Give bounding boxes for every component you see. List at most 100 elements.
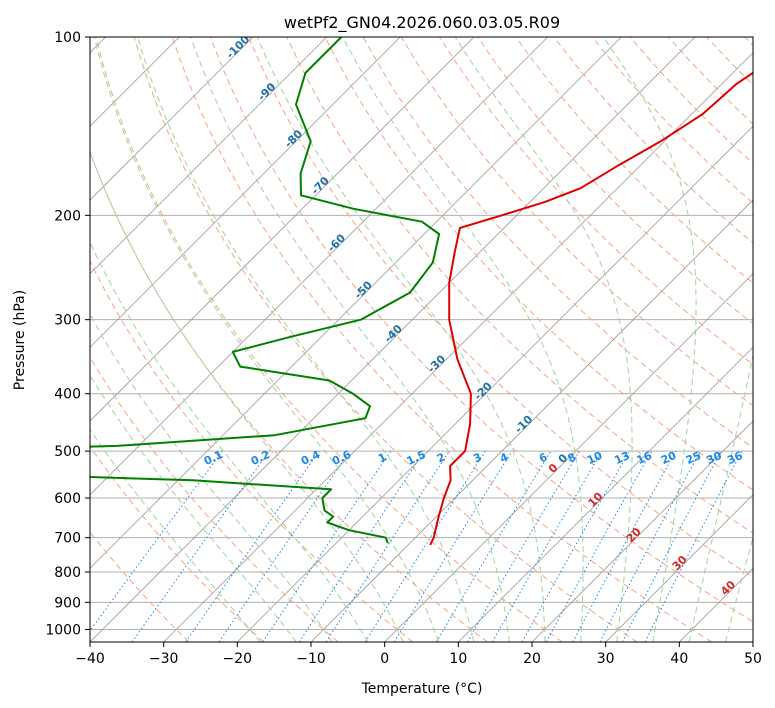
dry-adiabat bbox=[591, 37, 753, 204]
mixing-ratio-label: 25 bbox=[684, 449, 703, 467]
moist-adiabat bbox=[342, 37, 584, 642]
dry-adiabat bbox=[133, 37, 638, 642]
mixing-ratio-line bbox=[298, 450, 425, 642]
x-tick-label: 10 bbox=[449, 651, 467, 667]
dry-adiabat bbox=[95, 37, 563, 642]
x-tick-label: −40 bbox=[75, 651, 105, 667]
mixing-ratio-line bbox=[325, 450, 450, 642]
isotherm bbox=[531, 420, 753, 642]
dry-adiabat bbox=[668, 37, 753, 125]
mixing-ratio-label: 2 bbox=[435, 451, 447, 466]
x-axis-label: Temperature (°C) bbox=[361, 681, 483, 697]
dry-adiabat bbox=[324, 37, 753, 491]
mixing-ratio-line bbox=[364, 450, 486, 642]
moist-adiabat bbox=[90, 241, 369, 642]
mixing-ratio-line bbox=[545, 450, 653, 642]
isotherm bbox=[458, 346, 753, 642]
moist-adiabat bbox=[90, 150, 404, 642]
y-tick-label: 700 bbox=[54, 531, 81, 547]
dewpoint-profile-line bbox=[90, 37, 441, 544]
mixing-ratio-line bbox=[644, 450, 743, 642]
dry-adiabat bbox=[90, 356, 339, 642]
dry-adiabat bbox=[90, 259, 414, 642]
isotherm bbox=[90, 37, 696, 642]
mixing-ratio-line bbox=[262, 450, 392, 642]
dry-adiabat bbox=[515, 37, 753, 284]
moist-adiabat bbox=[688, 352, 753, 642]
moist-adiabat bbox=[93, 37, 439, 642]
dry-adiabat-label: -40 bbox=[382, 322, 405, 345]
mixing-ratio-line bbox=[90, 450, 223, 632]
dry-adiabat bbox=[248, 37, 753, 578]
mixing-ratio-label: 30 bbox=[704, 449, 724, 467]
x-tick-label: 0 bbox=[380, 651, 389, 667]
isotherm bbox=[752, 641, 753, 642]
moist-adiabat bbox=[90, 374, 297, 642]
axes: −40 −30 −20 −10 0 10 20 30 40 50 1000 900 800 700 600 5… bbox=[45, 30, 762, 667]
plot-frame bbox=[89, 36, 754, 643]
dry-adiabat bbox=[90, 150, 488, 642]
isotherm bbox=[90, 37, 475, 422]
mixing-ratio-label: 16 bbox=[635, 449, 655, 467]
isotherm bbox=[163, 52, 753, 642]
moist-adiabat bbox=[256, 37, 546, 642]
moist-adiabat bbox=[190, 37, 510, 642]
dry-adiabat-label: -90 bbox=[255, 80, 278, 103]
y-tick-label: 900 bbox=[54, 595, 81, 611]
moist-adiabat-label: 40 bbox=[718, 578, 738, 598]
mixing-ratio-label: 1 bbox=[376, 451, 388, 466]
mixing-ratio-label: 10 bbox=[585, 449, 605, 467]
dry-adiabat-label: -20 bbox=[472, 379, 495, 402]
x-tick-label: 30 bbox=[597, 651, 615, 667]
mixing-ratio-line bbox=[131, 450, 270, 642]
dry-adiabat bbox=[90, 445, 264, 642]
isotherm bbox=[679, 567, 753, 642]
x-tick-label: −10 bbox=[296, 651, 326, 667]
x-tick-label: 40 bbox=[670, 651, 688, 667]
dry-adiabat-label: -50 bbox=[352, 278, 375, 301]
dry-adiabat-label: -60 bbox=[325, 231, 348, 254]
isotherm bbox=[90, 37, 622, 569]
y-tick-label: 500 bbox=[54, 444, 81, 460]
mixing-ratio-line bbox=[185, 450, 320, 642]
isotherm bbox=[237, 125, 753, 642]
dry-adiabat bbox=[553, 37, 753, 244]
mixing-ratio-line bbox=[599, 450, 701, 642]
moist-adiabat-label: 10 bbox=[586, 490, 606, 510]
y-tick-label: 400 bbox=[54, 387, 81, 403]
isotherm bbox=[90, 37, 254, 201]
isotherm bbox=[384, 273, 753, 642]
isotherm bbox=[90, 37, 548, 496]
dry-adiabat bbox=[171, 37, 712, 642]
dry-adiabat-label: -30 bbox=[425, 352, 448, 375]
mixing-ratio-label: 36 bbox=[725, 449, 745, 467]
y-tick-label: 800 bbox=[54, 565, 81, 581]
dry-adiabat-label: -10 bbox=[512, 412, 535, 435]
x-tick-label: −30 bbox=[149, 651, 179, 667]
mixing-ratio-label: 6 bbox=[537, 450, 550, 465]
moist-adiabat bbox=[725, 535, 753, 642]
moist-adiabat bbox=[90, 428, 261, 642]
temperature-profile-line bbox=[429, 71, 753, 546]
dry-adiabat bbox=[286, 37, 753, 534]
isotherm bbox=[90, 37, 401, 348]
mixing-ratio-line bbox=[393, 450, 513, 642]
mixing-ratio-line bbox=[467, 450, 580, 642]
y-tick-label: 200 bbox=[54, 208, 81, 224]
chart-title: wetPf2_GN04.2026.060.03.05.R09 bbox=[284, 13, 560, 33]
y-tick-label: 300 bbox=[54, 313, 81, 329]
dry-adiabat bbox=[706, 37, 753, 86]
y-tick-label: 100 bbox=[54, 30, 81, 46]
dry-adiabat-label: -80 bbox=[282, 127, 305, 150]
moist-adiabat bbox=[90, 313, 333, 642]
plot-area: 0.1 0.2 0.4 0.6 1 1.5 2 3 4 6 8 10 13 16 20 25 30 36-100-… bbox=[90, 37, 753, 642]
mixing-ratio-line bbox=[572, 450, 677, 642]
y-tick-label: 1000 bbox=[45, 622, 81, 638]
x-tick-label: 20 bbox=[523, 651, 541, 667]
moist-adiabat bbox=[137, 37, 475, 642]
isotherm bbox=[310, 199, 753, 642]
moist-adiabat bbox=[603, 37, 697, 642]
isotherm bbox=[605, 494, 753, 642]
y-tick-label: 600 bbox=[54, 491, 81, 507]
